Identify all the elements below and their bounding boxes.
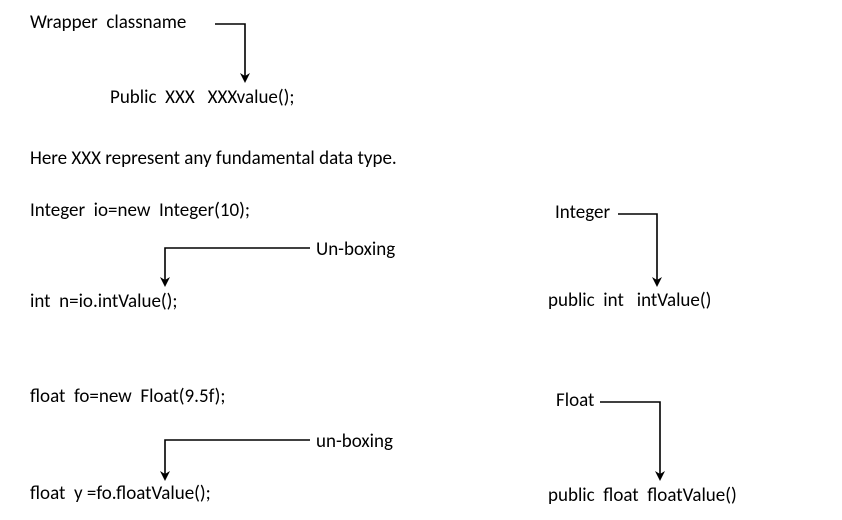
arrow-4 bbox=[600, 402, 660, 476]
label-explanation: Here XXX represent any fundamental data … bbox=[30, 147, 397, 170]
label-wrapper-classname: Wrapper classname bbox=[30, 11, 186, 34]
example2-annotation: un-boxing bbox=[316, 430, 393, 453]
right1-method: public int intValue() bbox=[548, 289, 711, 312]
example1-line2: int n=io.intValue(); bbox=[30, 290, 178, 313]
arrows-layer bbox=[0, 0, 842, 520]
example2-line2: float y =fo.floatValue(); bbox=[30, 482, 211, 505]
example2-line1: float fo=new Float(9.5f); bbox=[30, 385, 226, 408]
example1-annotation: Un-boxing bbox=[316, 238, 395, 261]
example1-line1: Integer io=new Integer(10); bbox=[30, 199, 250, 222]
right2-class: Float bbox=[556, 389, 594, 412]
arrow-0 bbox=[215, 24, 245, 78]
label-method-signature: Public XXX XXXvalue(); bbox=[110, 86, 294, 109]
arrow-3 bbox=[165, 440, 310, 476]
right2-method: public float floatValue() bbox=[548, 484, 737, 507]
arrow-2 bbox=[618, 214, 657, 282]
arrow-1 bbox=[165, 248, 310, 282]
right1-class: Integer bbox=[555, 201, 610, 224]
